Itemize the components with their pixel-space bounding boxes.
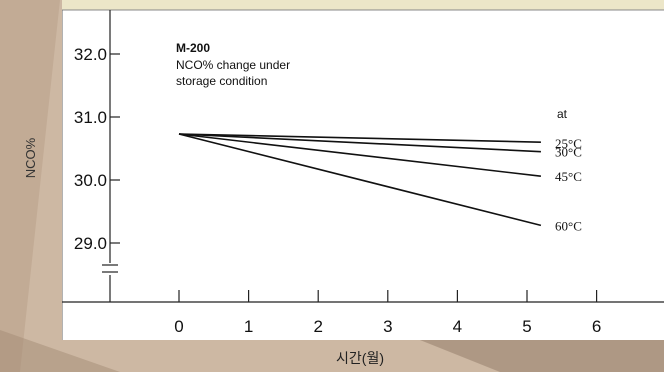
y-tick-label: 32.0: [74, 45, 107, 64]
y-tick-label: 31.0: [74, 108, 107, 127]
x-tick-label: 4: [453, 317, 462, 336]
x-tick-label: 3: [383, 317, 392, 336]
header-band: [62, 0, 664, 10]
y-axis-label: NCO%: [23, 137, 38, 179]
chart-subtitle: storage condition: [176, 74, 267, 88]
chart-subtitle: NCO% change under: [176, 58, 290, 72]
series-line: [178, 133, 542, 178]
x-tick-label: 2: [313, 317, 322, 336]
y-tick-label: 29.0: [74, 234, 107, 253]
series-label: 25°C: [555, 136, 582, 151]
x-tick-label: 5: [522, 317, 531, 336]
chart-title: M-200: [176, 41, 210, 55]
x-axis-label: 시간(월): [336, 350, 384, 366]
x-tick-label: 0: [174, 317, 183, 336]
x-tick-label: 1: [244, 317, 253, 336]
x-tick-label: 6: [592, 317, 601, 336]
series-line: [178, 133, 541, 143]
x-axis-strip: [62, 302, 664, 340]
series-label: 45°C: [555, 169, 582, 184]
nco-storage-chart: 29.0 30.0 31.0 32.0 0 1 2 3 4 5 6 M-200 NCO% change …: [62, 0, 664, 340]
series-line: [178, 133, 541, 153]
series-line: [178, 133, 542, 227]
series-label: 60°C: [555, 218, 582, 233]
y-tick-label: 30.0: [74, 171, 107, 190]
legend-header: at: [557, 107, 568, 121]
series-label: 30°C: [555, 145, 582, 160]
